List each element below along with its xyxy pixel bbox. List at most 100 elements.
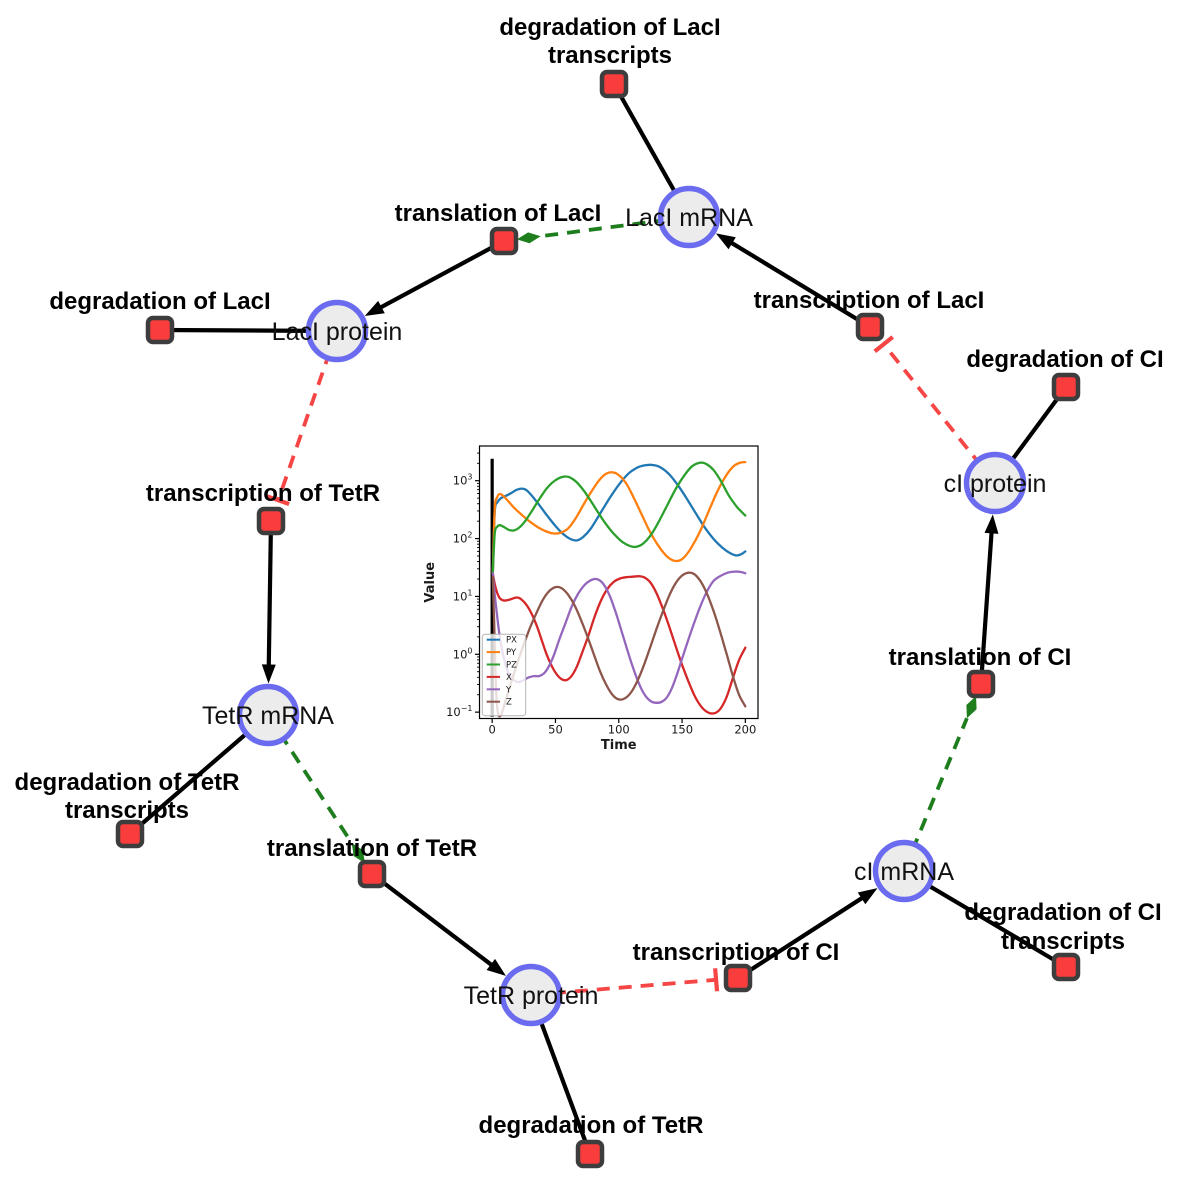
- y-tick-exponent: 1: [467, 588, 472, 597]
- reaction-label-deg_lacI: degradation of LacI: [49, 288, 270, 315]
- timecourse-chart: 0 50 100 150 20010−1100101102103TimeValuePXP…: [423, 445, 759, 753]
- y-tick-label: 103: [453, 473, 473, 488]
- legend-item-Y: Y: [486, 685, 512, 695]
- species-label-tetR_mRNA: TetR mRNA: [202, 702, 334, 730]
- series-line-PY: [491, 460, 747, 575]
- inhibition-bar-edge-inhibition-lacI_protein-tx_tetR: [266, 494, 290, 506]
- species-label-lacI_mRNA: LacI mRNA: [625, 204, 753, 232]
- y-tick-base: 10: [453, 589, 468, 603]
- series-line-PX: [491, 463, 747, 575]
- legend-item-Z: Z: [486, 698, 512, 708]
- edge-production-tetR_mRNA-tx_tetR: [266, 520, 274, 669]
- edge-production-tetR_protein-transl_tetR: [370, 872, 496, 969]
- species-label-tetR_protein: TetR protein: [464, 982, 599, 1010]
- reaction-label-transl_lacI: translation of LacI: [395, 200, 602, 227]
- reaction-node-deg_cI_tx: [1051, 952, 1081, 982]
- reaction-label-deg_lacI_tx-line1: degradation of LacI: [499, 14, 720, 41]
- reaction-label-deg_cI_tx-line1: degradation of CI: [964, 899, 1161, 926]
- reaction-node-deg_tetR: [575, 1139, 605, 1169]
- x-tick-label: 0: [488, 723, 495, 737]
- reaction-label-tx_cI: transcription of CI: [633, 939, 840, 966]
- species-node-cI_mRNA: [872, 839, 936, 903]
- series-line-PZ: [491, 461, 747, 575]
- y-tick-exponent: 3: [467, 473, 472, 482]
- reaction-node-tx_tetR: [256, 506, 286, 536]
- y-axis-label: Value: [423, 562, 438, 603]
- edge-production-cI_protein-transl_cI: [978, 529, 994, 685]
- reaction-label-deg_tetR_tx-line2: transcripts: [65, 797, 189, 824]
- legend-item-PZ: PZ: [486, 661, 517, 671]
- edge-consumption-cI_mRNA-deg_cI_tx: [902, 869, 1068, 969]
- reaction-node-deg_lacI_tx: [599, 69, 629, 99]
- inhibition-bar-edge-inhibition-cI_protein-tx_lacI: [873, 335, 895, 353]
- legend-label-X: X: [506, 673, 512, 683]
- y-tick-label: 100: [453, 646, 473, 661]
- x-axis-label: Time: [601, 738, 637, 753]
- y-tick-label: 102: [453, 531, 473, 546]
- legend-item-PX: PX: [486, 636, 517, 646]
- edge-production-lacI_mRNA-tx_lacI: [727, 239, 872, 329]
- x-tick-label: 150: [671, 723, 693, 737]
- y-tick-base: 10: [446, 705, 461, 719]
- inhibition-bar-edge-inhibition-tetR_protein-tx_cI: [713, 968, 720, 992]
- edge-production-lacI_protein-transl_lacI: [376, 239, 505, 311]
- x-tick-label: 50: [548, 723, 563, 737]
- y-tick-exponent: 0: [467, 646, 472, 655]
- reaction-label-transl_cI: translation of CI: [889, 644, 1072, 671]
- reaction-node-deg_cI: [1051, 372, 1081, 402]
- reaction-label-deg_tetR: degradation of TetR: [479, 1112, 704, 1139]
- y-tick-exponent: −1: [461, 704, 473, 713]
- species-node-tetR_mRNA: [236, 683, 300, 747]
- arrowhead-edge-production-lacI_protein-transl_lacI: [364, 300, 385, 317]
- species-node-tetR_protein: [499, 963, 563, 1027]
- series-line-Z: [491, 571, 747, 718]
- arrowhead-edge-production-lacI_mRNA-tx_lacI: [715, 233, 736, 250]
- species-node-lacI_protein: [305, 299, 369, 363]
- reaction-node-tx_lacI: [855, 312, 885, 342]
- legend-box: [481, 633, 527, 717]
- species-label-cI_mRNA: cI mRNA: [854, 858, 954, 886]
- arrowhead-edge-production-tetR_protein-transl_tetR: [486, 958, 506, 976]
- reaction-label-tx_tetR: transcription of TetR: [146, 480, 380, 507]
- species-node-cI_protein: [963, 451, 1027, 515]
- modifier-diamond-edge-modifier-tetR_mRNA-transl_tetR: [351, 843, 365, 864]
- species-label-lacI_protein: LacI protein: [272, 318, 403, 346]
- reaction-label-transl_tetR: translation of TetR: [267, 835, 477, 862]
- legend-label-PY: PY: [506, 648, 517, 658]
- nodes-layer: [115, 69, 1081, 1169]
- y-tick-label: 101: [453, 588, 473, 603]
- reaction-node-deg_tetR_tx: [115, 819, 145, 849]
- x-tick-label: 100: [608, 723, 630, 737]
- legend-label-Z: Z: [506, 698, 512, 708]
- legend-item-PY: PY: [486, 648, 517, 658]
- y-tick-label: 10−1: [446, 704, 472, 719]
- arrowhead-edge-production-tetR_mRNA-tx_tetR: [261, 664, 276, 684]
- x-tick-label: 200: [734, 723, 756, 737]
- series-line-Y: [491, 570, 747, 704]
- modifier-diamond-edge-modifier-cI_mRNA-transl_cI: [966, 696, 977, 719]
- labels-layer: degradation of LacItranscriptstranslatio…: [15, 14, 1164, 1139]
- reaction-label-tx_lacI: transcription of LacI: [754, 287, 985, 314]
- y-tick-base: 10: [453, 474, 468, 488]
- legend: PX PY PZ XYZ: [481, 633, 527, 717]
- edge-production-cI_mRNA-tx_cI: [736, 894, 867, 980]
- reaction-label-deg_cI_tx-line2: transcripts: [1001, 928, 1125, 955]
- reaction-label-deg_tetR_tx-line1: degradation of TetR: [15, 769, 240, 796]
- reaction-label-deg_lacI_tx-line2: transcripts: [548, 42, 672, 69]
- reaction-node-tx_cI: [723, 963, 753, 993]
- species-node-lacI_mRNA: [657, 185, 721, 249]
- reaction-node-transl_cI: [966, 669, 996, 699]
- arrowhead-edge-production-cI_protein-transl_cI: [984, 514, 999, 534]
- reaction-node-transl_tetR: [357, 859, 387, 889]
- y-tick-exponent: 2: [467, 531, 472, 540]
- y-tick-base: 10: [453, 532, 468, 546]
- series-line-X: [491, 572, 747, 715]
- species-label-cI_protein: cI protein: [944, 470, 1047, 498]
- legend-label-PZ: PZ: [506, 661, 517, 671]
- plot-area: [490, 458, 747, 718]
- arrowhead-edge-production-cI_mRNA-tx_cI: [857, 888, 878, 905]
- modifier-diamond-edge-modifier-lacI_mRNA-transl_lacI: [516, 232, 541, 244]
